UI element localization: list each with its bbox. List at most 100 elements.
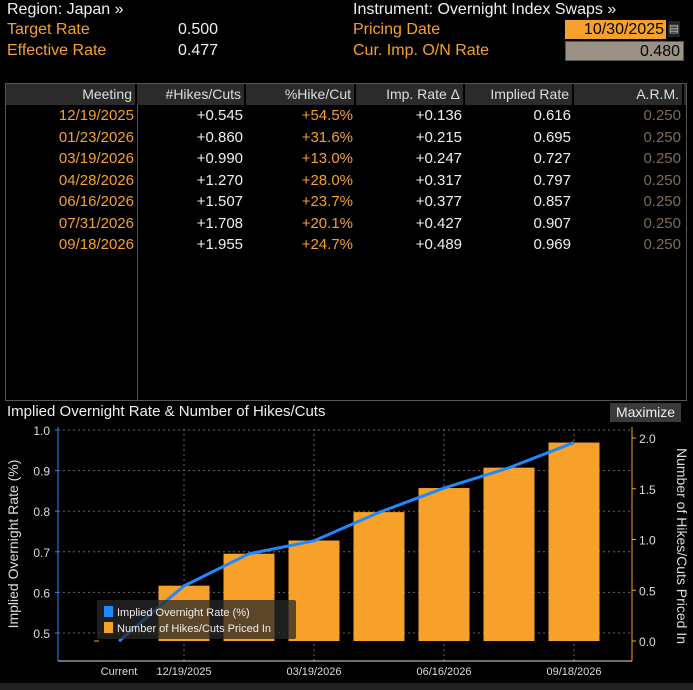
table-header: Meeting #Hikes/Cuts %Hike/Cut Imp. Rate Δ Im… — [6, 84, 686, 105]
table-row[interactable]: 09/18/2026 +1.955 +24.7% +0.489 0.969 0.250 — [6, 234, 686, 255]
cell-implied-rate: 0.797 — [533, 171, 571, 189]
cell-hikes-cuts: +1.955 — [196, 236, 243, 253]
cell-imp-rate-delta: +0.427 — [415, 214, 462, 232]
y-right-tick-label: 1.0 — [639, 534, 656, 548]
cell-arm: 0.250 — [643, 214, 681, 232]
y-left-tick-label: 0.9 — [33, 465, 50, 479]
legend-swatch-line — [104, 606, 113, 617]
cell-arm: 0.250 — [643, 150, 681, 167]
bar — [548, 442, 600, 641]
y-left-tick-label: 0.5 — [33, 627, 50, 641]
cell-implied-rate: 0.969 — [533, 236, 571, 253]
y-right-tick-label: 0.5 — [639, 584, 656, 598]
cell-pct-hike-cut: +31.6% — [301, 128, 353, 146]
meetings-table: Meeting #Hikes/Cuts %Hike/Cut Imp. Rate Δ Im… — [5, 83, 687, 401]
cell-meeting: 03/19/2026 — [58, 150, 134, 167]
cell-imp-rate-delta: +0.215 — [415, 128, 462, 146]
y-left-axis-label: Implied Overnight Rate (%) — [5, 460, 21, 629]
legend-label-line: Implied Overnight Rate (%) — [117, 607, 250, 619]
column-header[interactable]: %Hike/Cut — [246, 84, 356, 105]
y-right-tick-label: 2.0 — [639, 432, 656, 446]
x-tick-label: 09/18/2026 — [546, 666, 601, 678]
pricing-date-label: Pricing Date — [353, 21, 441, 38]
effective-rate-value: 0.477 — [178, 42, 219, 59]
table-row[interactable]: 04/28/2026 +1.270 +28.0% +0.317 0.797 0.250 — [6, 170, 686, 191]
cell-arm: 0.250 — [643, 236, 681, 253]
bar — [418, 488, 470, 641]
column-header[interactable]: Implied Rate — [465, 84, 574, 105]
bar — [483, 467, 535, 641]
implied-rate-line — [118, 441, 575, 643]
column-header[interactable]: Meeting — [6, 84, 137, 105]
column-header[interactable]: A.R.M. — [574, 84, 684, 105]
x-tick-label: 12/19/2025 — [156, 666, 211, 678]
cell-pct-hike-cut: +23.7% — [301, 193, 353, 210]
legend-label-bar: Number of Hikes/Cuts Priced In — [117, 623, 271, 635]
table-row[interactable]: 12/19/2025 +0.545 +54.5% +0.136 0.616 0.250 — [6, 105, 686, 126]
instrument-selector[interactable]: Instrument: Overnight Index Swaps » — [353, 1, 617, 18]
cell-meeting: 06/16/2026 — [58, 193, 134, 210]
column-header[interactable]: Imp. Rate Δ — [356, 84, 465, 105]
cell-implied-rate: 0.857 — [533, 193, 571, 210]
cell-imp-rate-delta: +0.489 — [415, 236, 462, 253]
x-tick-label: Current — [101, 666, 138, 678]
cell-pct-hike-cut: +13.0% — [301, 150, 353, 167]
cell-arm: 0.250 — [643, 171, 681, 189]
target-rate-value: 0.500 — [178, 21, 219, 38]
pricing-date-input[interactable]: 10/30/2025 — [565, 20, 666, 39]
chart-title: Implied Overnight Rate & Number of Hikes… — [7, 403, 326, 420]
calendar-icon[interactable]: ▤ — [668, 21, 680, 37]
column-header[interactable]: #Hikes/Cuts — [137, 84, 246, 105]
cell-pct-hike-cut: +24.7% — [301, 236, 353, 253]
cell-implied-rate: 0.616 — [533, 107, 571, 124]
cell-meeting: 09/18/2026 — [58, 236, 134, 253]
cell-meeting: 07/31/2026 — [58, 214, 134, 232]
cell-arm: 0.250 — [643, 128, 681, 146]
maximize-button[interactable]: Maximize — [610, 403, 681, 422]
legend-box — [97, 600, 296, 639]
table-row[interactable]: 03/19/2026 +0.990 +13.0% +0.247 0.727 0.250 — [6, 148, 686, 169]
y-left-tick-label: 0.6 — [33, 586, 50, 600]
cell-imp-rate-delta: +0.247 — [415, 150, 462, 167]
cell-hikes-cuts: +1.507 — [196, 193, 243, 210]
region-selector[interactable]: Region: Japan » — [7, 1, 124, 18]
cell-hikes-cuts: +1.270 — [196, 171, 243, 189]
x-tick-label: 03/19/2026 — [286, 666, 341, 678]
bottom-bar — [0, 683, 693, 690]
bar — [353, 512, 405, 641]
cell-imp-rate-delta: +0.317 — [415, 171, 462, 189]
y-left-tick-label: 1.0 — [33, 424, 50, 438]
cell-meeting: 01/23/2026 — [58, 128, 134, 146]
target-rate-label: Target Rate — [7, 21, 90, 38]
table-row[interactable]: 01/23/2026 +0.860 +31.6% +0.215 0.695 0.250 — [6, 127, 686, 148]
legend-swatch-bar — [104, 622, 113, 633]
rate-hikes-chart: 0.5 0.6 0.7 0.8 0.9 1.0 0.0 0.5 1.0 1.5 2.0 Current… — [5, 424, 690, 678]
cell-implied-rate: 0.727 — [533, 150, 571, 167]
cell-meeting: 04/28/2026 — [58, 171, 134, 189]
cell-pct-hike-cut: +28.0% — [301, 171, 353, 189]
column-divider — [137, 105, 138, 400]
effective-rate-label: Effective Rate — [7, 42, 107, 59]
cell-implied-rate: 0.907 — [533, 214, 571, 232]
cell-arm: 0.250 — [643, 193, 681, 210]
cell-meeting: 12/19/2025 — [58, 107, 134, 124]
cell-pct-hike-cut: +54.5% — [301, 107, 353, 124]
cell-arm: 0.250 — [643, 107, 681, 124]
x-tick-label: 06/16/2026 — [416, 666, 471, 678]
y-right-tick-label: 1.5 — [639, 483, 656, 497]
cur-imp-rate-field[interactable]: 0.480 — [565, 41, 684, 61]
cell-hikes-cuts: +0.545 — [196, 107, 243, 124]
y-right-tick-label: 0.0 — [639, 635, 656, 649]
table-row[interactable]: 06/16/2026 +1.507 +23.7% +0.377 0.857 0.250 — [6, 191, 686, 212]
bar — [288, 540, 340, 641]
cell-hikes-cuts: +1.708 — [196, 214, 243, 232]
y-left-tick-label: 0.8 — [33, 505, 50, 519]
y-right-axis-label: Number of Hikes/Cuts Priced In — [674, 448, 690, 644]
cell-pct-hike-cut: +20.1% — [301, 214, 353, 232]
cell-hikes-cuts: +0.860 — [196, 128, 243, 146]
table-row[interactable]: 07/31/2026 +1.708 +20.1% +0.427 0.907 0.250 — [6, 213, 686, 234]
cell-imp-rate-delta: +0.136 — [415, 107, 462, 124]
cell-hikes-cuts: +0.990 — [196, 150, 243, 167]
cell-imp-rate-delta: +0.377 — [415, 193, 462, 210]
cur-imp-rate-label: Cur. Imp. O/N Rate — [353, 42, 490, 59]
